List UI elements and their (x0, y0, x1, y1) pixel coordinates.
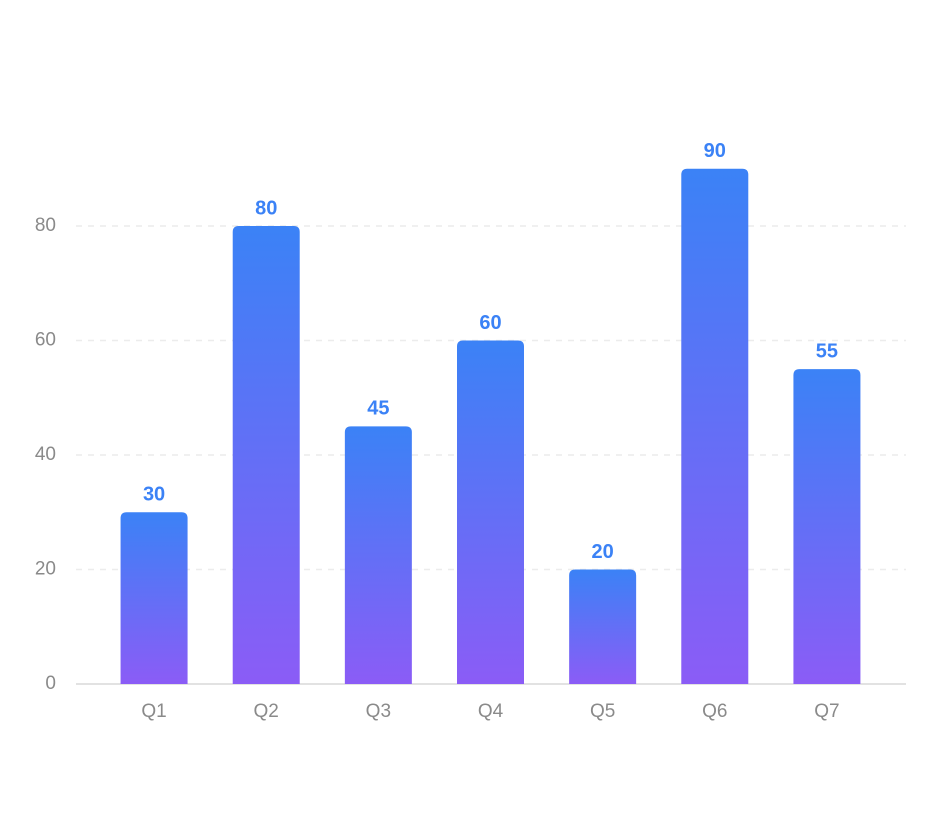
bar (120, 512, 188, 684)
value-label: 45 (367, 398, 389, 420)
bar (457, 340, 524, 684)
y-tick-label: 0 (45, 673, 56, 694)
y-tick-label: 80 (35, 215, 56, 236)
bar (344, 426, 412, 684)
x-tick-label: Q3 (366, 701, 391, 722)
value-label: 20 (592, 541, 614, 563)
bar (569, 569, 637, 684)
value-label: 80 (255, 197, 277, 219)
value-label: 60 (479, 312, 501, 334)
x-tick-label: Q5 (590, 701, 615, 722)
value-label: 55 (816, 340, 838, 362)
x-tick-label: Q1 (141, 701, 166, 722)
bar (232, 226, 300, 684)
y-tick-label: 60 (35, 330, 56, 351)
value-label: 30 (143, 484, 165, 506)
bar (793, 369, 861, 684)
y-tick-label: 20 (35, 559, 56, 580)
x-tick-label: Q2 (254, 701, 279, 722)
x-tick-label: Q7 (814, 701, 839, 722)
y-tick-label: 40 (35, 444, 56, 465)
bar (681, 168, 749, 684)
x-tick-label: Q6 (702, 701, 727, 722)
value-label: 90 (704, 140, 726, 162)
x-tick-label: Q4 (478, 701, 504, 722)
